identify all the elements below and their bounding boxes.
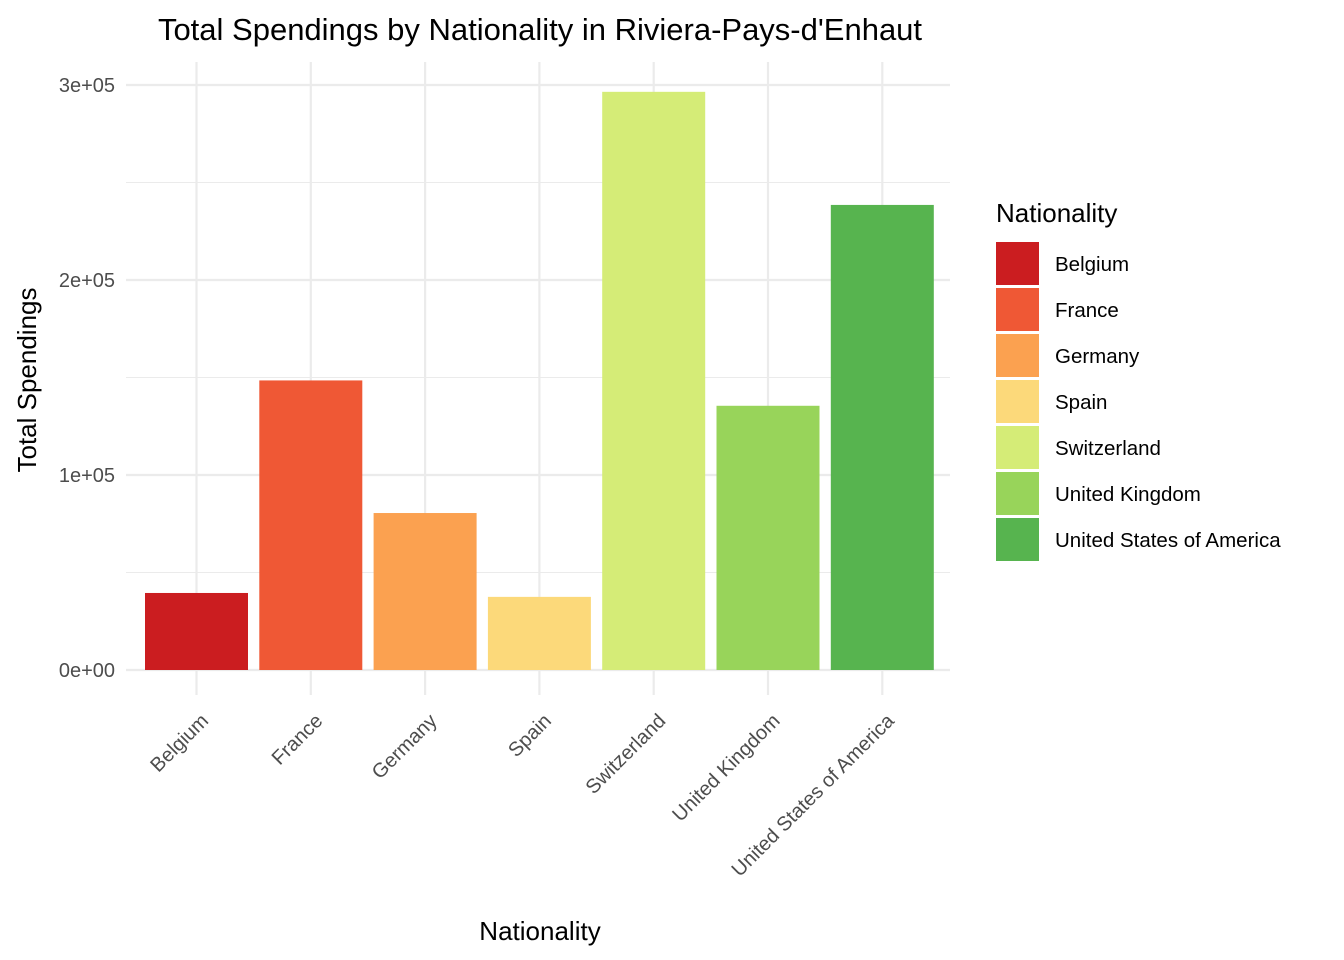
bar-switzerland [602,91,706,670]
legend-item: Germany [996,334,1140,377]
legend-label: Switzerland [1055,437,1161,460]
legend-item: Switzerland [996,426,1161,469]
x-axis-title: Nationality [479,916,600,946]
bar-belgium [145,592,248,670]
bars [145,91,934,671]
legend-swatch [996,288,1039,331]
legend-title: Nationality [996,198,1117,228]
legend-label: Germany [1055,345,1140,368]
x-tick-label: France [268,710,328,770]
legend-label: United Kingdom [1055,483,1201,506]
bar-france [259,380,363,670]
legend-label: Spain [1055,391,1107,414]
legend-swatch [996,518,1039,561]
legend-item: France [996,288,1119,331]
x-axis-ticks: Belgium France Germany Spain SwitzerlandUnit… [146,709,899,881]
legend: Nationality Belgium France Germany Spain Swi… [996,198,1281,561]
y-tick-label: 3e+05 [59,75,115,97]
bar-germany [373,513,477,670]
legend-swatch [996,242,1039,285]
y-tick-label: 0e+00 [59,660,115,682]
legend-item: United States of America [996,518,1281,561]
y-tick-label: 2e+05 [59,270,115,292]
chart-title: Total Spendings by Nationality in Rivier… [158,12,922,47]
legend-label: United States of America [1055,529,1281,552]
legend-item: United Kingdom [996,472,1201,515]
legend-label: Belgium [1055,253,1129,276]
legend-swatch [996,426,1039,469]
bar-united-states-of-america [830,204,934,671]
x-tick-label: United Kingdom [668,710,784,826]
legend-swatch [996,334,1039,377]
y-axis-title: Total Spendings [12,287,42,472]
legend-item: Spain [996,380,1107,423]
legend-label: France [1055,299,1119,322]
x-tick-label: Spain [504,710,556,762]
legend-item: Belgium [996,242,1129,285]
bar-united-kingdom [716,405,820,670]
bar-spain [487,596,591,670]
x-tick-label: Belgium [146,710,213,777]
y-tick-label: 1e+05 [59,465,115,487]
x-tick-label: Switzerland [582,710,671,799]
y-axis-ticks: 0e+00 1e+05 2e+05 3e+05 [59,75,115,682]
legend-swatch [996,472,1039,515]
legend-items: Belgium France Germany Spain Switzerland Unit… [996,242,1281,561]
legend-swatch [996,380,1039,423]
x-tick-label: Germany [368,710,442,784]
